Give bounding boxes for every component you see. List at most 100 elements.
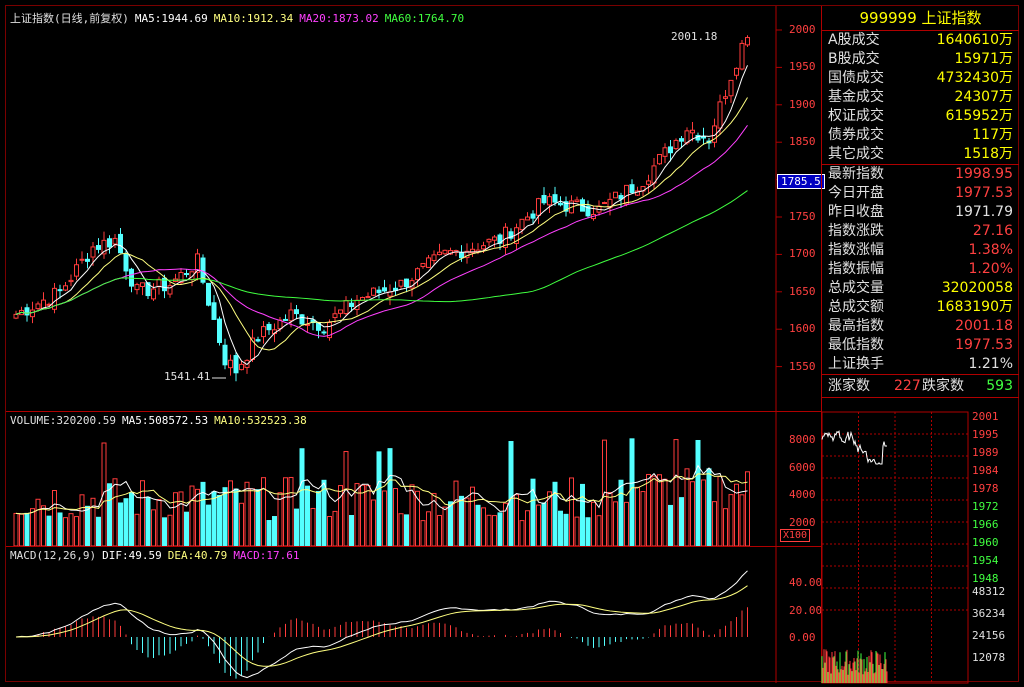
turnover-value: 15971万 [954, 51, 1013, 67]
candle-body [13, 313, 19, 319]
ma20-label: MA20:1873.02 [299, 12, 379, 25]
volume-bar [629, 438, 635, 547]
volume-bar [607, 492, 613, 547]
ma60-line [15, 190, 748, 315]
volume-bar [464, 497, 470, 547]
candle-body [728, 79, 734, 97]
candle-body [178, 272, 184, 284]
intraday-volume-tick: 48312 [972, 585, 1006, 598]
volume-bar [717, 476, 723, 547]
intraday-volume-tick: 12078 [972, 651, 1006, 664]
axis-tick: 1700 [789, 247, 816, 261]
candle-body [519, 218, 525, 231]
turnover-value: 4732430万 [936, 70, 1013, 86]
volume-bar [68, 513, 74, 547]
candle-body [134, 284, 140, 291]
candle-body [585, 205, 591, 217]
volume-bar [448, 501, 453, 547]
axis-tick: 0.00 [789, 631, 816, 644]
volume-bar [140, 480, 145, 547]
volume-bar [19, 513, 24, 547]
macd-axis: 40.00 20.00 0.00 [779, 546, 823, 683]
volume-bar [646, 473, 651, 547]
volume-bar [134, 513, 140, 547]
intraday-price-tick: 1960 [972, 536, 999, 549]
volume-bar [519, 520, 525, 547]
macd-chart[interactable] [6, 546, 777, 683]
index-stat-row: 最低指数 1977.53 [822, 336, 1019, 355]
quote-header: 999999 上证指数 [822, 6, 1019, 31]
volume-panel-title: VOLUME:320200.59 MA5:508572.53 MA10:532523… [10, 414, 313, 427]
index-stat-label: 最高指数 [828, 318, 884, 334]
volume-bar [662, 478, 668, 547]
candle-body [684, 130, 690, 144]
index-stat-value: 1998.95 [955, 166, 1013, 182]
candle-body [602, 202, 607, 205]
volume-bar [728, 494, 734, 547]
candle-body [536, 198, 541, 216]
candle-body [90, 246, 96, 258]
volume-bar [475, 504, 481, 547]
volume-bar [211, 491, 217, 547]
index-stat-label: 上证换手 [828, 356, 884, 372]
candle-body [162, 277, 167, 292]
turnover-label: 国债成交 [828, 70, 884, 86]
volume-bar [420, 520, 426, 547]
volume-bar [151, 509, 156, 547]
price-axis: 2000195019001850180017501700165016001550 [779, 6, 823, 411]
volume-bar [189, 485, 195, 547]
volume-title: VOLUME:320200.59 [10, 414, 116, 427]
candle-body [673, 139, 679, 150]
volume-bar [206, 504, 211, 547]
candle-body [426, 257, 431, 268]
candle-body [613, 191, 618, 199]
volume-bar [701, 479, 706, 547]
candlestick-chart[interactable] [6, 6, 782, 411]
volume-bar [74, 516, 79, 547]
candle-body [145, 282, 151, 297]
volume-bar [459, 495, 464, 547]
candle-body [74, 264, 79, 277]
volume-bar [387, 448, 393, 547]
candle-body [431, 254, 437, 261]
turnover-row: 其它成交 1518万 [822, 145, 1019, 164]
candle-body [442, 249, 448, 255]
turnover-label: A股成交 [828, 32, 880, 48]
dea-line [15, 585, 748, 667]
candle-body [233, 355, 239, 374]
candle-body [299, 314, 305, 325]
candle-body [398, 279, 404, 287]
volume-bar [255, 489, 261, 547]
volume-bar [162, 517, 167, 547]
price-panel-title: 上证指数(日线,前复权) MA5:1944.69 MA10:1912.34 MA20:… [10, 10, 470, 26]
candle-body [35, 303, 41, 310]
turnover-value: 615952万 [945, 108, 1013, 124]
volume-bar [244, 481, 250, 547]
volume-bar [24, 512, 30, 547]
axis-tick: 1600 [789, 322, 816, 336]
candle-body [459, 251, 464, 259]
intraday-mini-chart[interactable]: 2001 1995 1989 1984 1978 1972 1966 1960 1954 1948… [821, 410, 1019, 684]
volume-bar [41, 505, 46, 547]
volume-bar [332, 510, 338, 547]
turnover-label: 基金成交 [828, 89, 884, 105]
volume-bar [580, 483, 585, 547]
volume-bar [514, 494, 519, 547]
volume-bar [112, 478, 118, 547]
volume-bar [393, 488, 398, 547]
candle-body [563, 201, 569, 212]
volume-bar [343, 451, 349, 547]
up-count: 227 [894, 378, 921, 394]
volume-bar [371, 499, 376, 547]
candle-body [745, 37, 750, 46]
dif-line [15, 570, 748, 679]
volume-bar [35, 498, 41, 547]
volume-unit: X100 [780, 529, 811, 542]
candle-body [79, 258, 85, 261]
candle-body [255, 339, 261, 342]
candle-body [486, 238, 492, 243]
index-stat-row: 最高指数 2001.18 [822, 317, 1019, 336]
intraday-price-tick: 2001 [972, 410, 999, 423]
candle-body [68, 279, 74, 283]
volume-chart[interactable] [6, 411, 777, 547]
